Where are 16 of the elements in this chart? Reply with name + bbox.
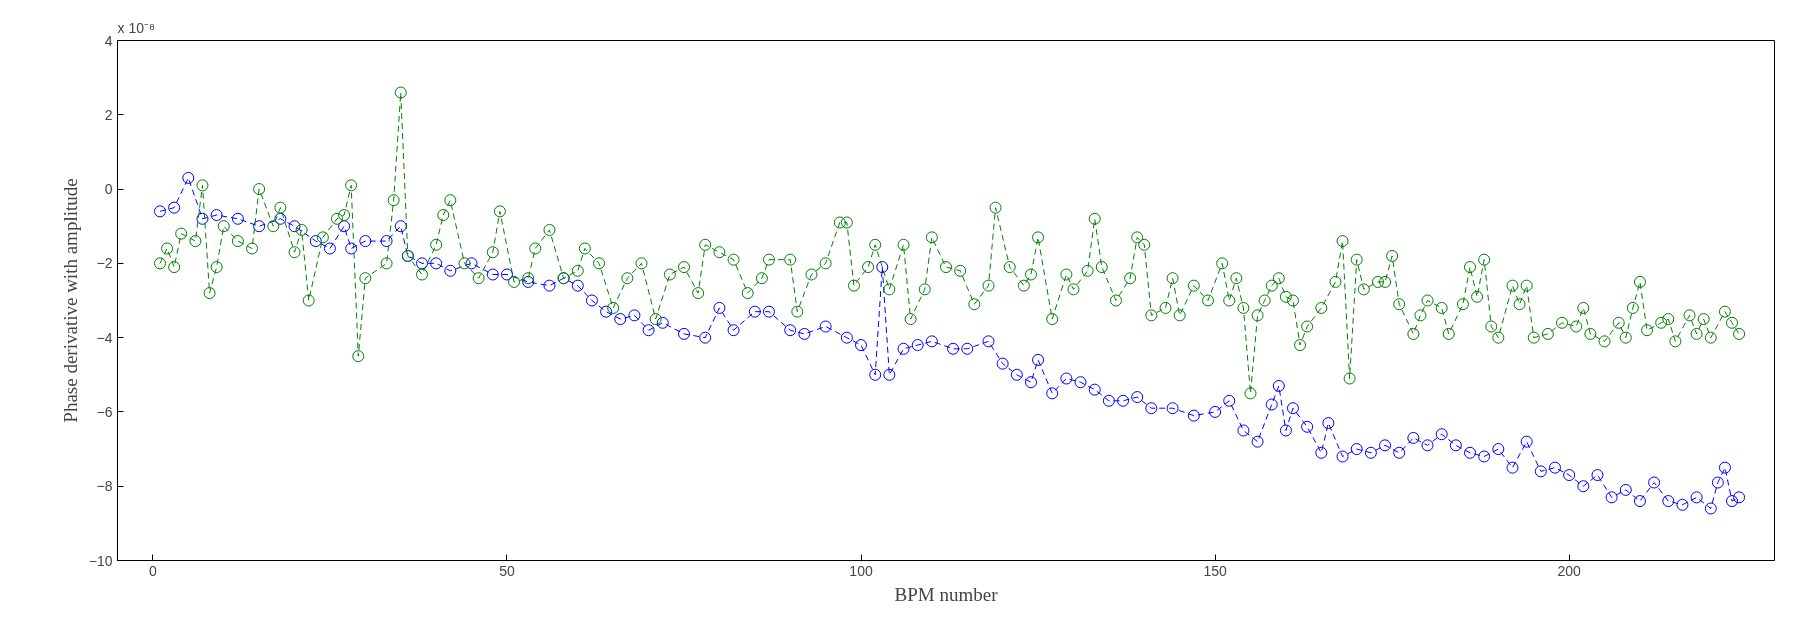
text: x 10⁻⁸ bbox=[117, 19, 155, 36]
x-tick-label: 200 bbox=[1557, 562, 1582, 579]
y-tick-label: 0 bbox=[104, 181, 113, 198]
x-tick-label: 150 bbox=[1203, 562, 1227, 579]
y-tick-label: −4 bbox=[96, 329, 113, 346]
x-tick-label: 100 bbox=[849, 562, 873, 579]
x-tick-label: 50 bbox=[499, 562, 515, 579]
y-tick-label: −2 bbox=[96, 255, 113, 272]
y-tick-label: −6 bbox=[96, 403, 113, 420]
y-tick-label: 4 bbox=[104, 32, 113, 49]
y-tick-label: −10 bbox=[88, 552, 113, 569]
y-axis-title: Phase derivative with amplitude bbox=[59, 178, 81, 423]
y-tick-label: −8 bbox=[96, 478, 113, 495]
y-tick-label: 2 bbox=[104, 106, 113, 123]
x-tick-label: 0 bbox=[149, 562, 158, 579]
x-axis-title: BPM number bbox=[894, 583, 999, 605]
